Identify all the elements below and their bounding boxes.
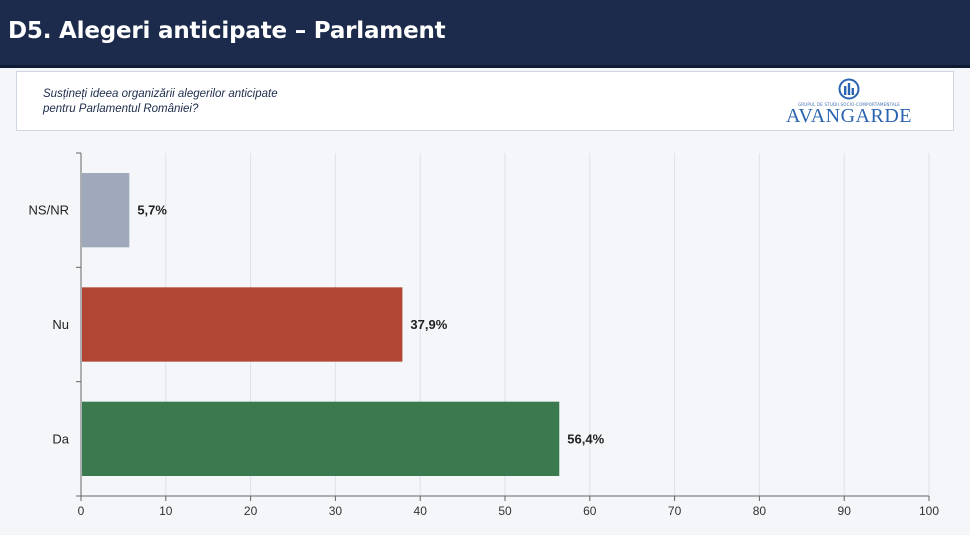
question-line-1: Susțineți ideea organizării alegerilor a… (43, 88, 278, 100)
x-tick-label: 50 (498, 504, 512, 518)
x-tick-label: 100 (919, 504, 939, 518)
data-label: 37,9% (410, 317, 447, 332)
x-tick-label: 90 (838, 504, 852, 518)
axes (76, 152, 930, 501)
avangarde-logo-icon (838, 78, 860, 100)
category-label: Da (52, 431, 69, 446)
data-label: 56,4% (567, 431, 604, 446)
bar-nu (82, 287, 403, 362)
survey-question: Susțineți ideea organizării alegerilor a… (43, 87, 363, 117)
page-title: D5. Alegeri anticipate – Parlament (8, 18, 446, 44)
bars (82, 173, 560, 476)
category-label: Nu (52, 317, 69, 332)
bar-da (82, 401, 560, 476)
x-tick-label: 0 (78, 504, 85, 518)
x-tick-label: 40 (414, 504, 428, 518)
x-tick-label: 20 (244, 504, 258, 518)
logo-wordmark: AVANGARDE (785, 105, 912, 127)
x-tick-label: 70 (668, 504, 682, 518)
x-tick-label: 30 (329, 504, 343, 518)
logo-tagline: GRUPUL DE STUDII SOCIO-COMPORTAMENTALE (797, 102, 901, 107)
labels: 0 10 20 30 40 50 60 70 80 90 100 5,7% NS/NR 37,9% Nu 56… (29, 203, 940, 518)
question-box: Susțineți ideea organizării alegerilor a… (16, 71, 954, 131)
bar-chart: 0 10 20 30 40 50 60 70 80 90 100 5,7% NS/NR 37,9% Nu 56… (29, 152, 940, 518)
slide-header: D5. Alegeri anticipate – Parlament (0, 0, 970, 68)
x-tick-label: 60 (583, 504, 597, 518)
avangarde-logo: GRUPUL DE STUDII SOCIO-COMPORTAMENTALE A… (779, 78, 919, 127)
bar-nsnr (82, 173, 130, 248)
x-tick-label: 80 (753, 504, 767, 518)
category-label: NS/NR (29, 203, 69, 218)
data-label: 5,7% (137, 203, 167, 218)
question-line-2: pentru Parlamentul României? (43, 103, 199, 115)
x-tick-label: 10 (159, 504, 173, 518)
